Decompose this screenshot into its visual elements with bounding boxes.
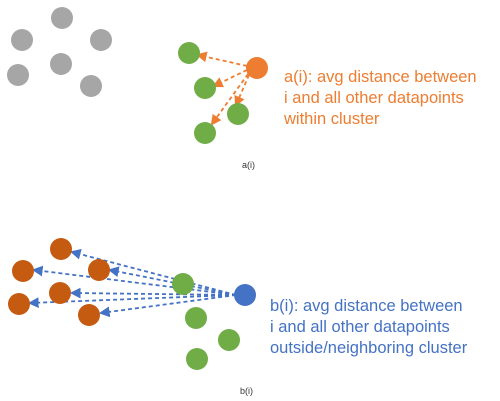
brown-point bbox=[12, 260, 34, 282]
green-point bbox=[178, 42, 200, 64]
green-point bbox=[194, 122, 216, 144]
a-i-line-1: a(i): avg distance between bbox=[284, 68, 477, 86]
gray-point bbox=[50, 53, 72, 75]
a-i-description: a(i): avg distance between i and all oth… bbox=[284, 67, 477, 130]
b-i-line-3: outside/neighboring cluster bbox=[270, 339, 468, 357]
brown-point bbox=[78, 304, 100, 326]
distance-arrow bbox=[234, 74, 250, 107]
a-i-caption: a(i) bbox=[242, 160, 255, 170]
distance-arrow bbox=[212, 69, 248, 88]
gray-cluster bbox=[7, 7, 112, 97]
distance-arrow bbox=[31, 265, 237, 296]
gray-point bbox=[7, 64, 29, 86]
green-point bbox=[227, 103, 249, 125]
distance-arrow bbox=[98, 294, 237, 318]
b-i-description: b(i): avg distance between i and all oth… bbox=[270, 296, 467, 359]
b-i-caption: b(i) bbox=[240, 386, 253, 396]
point-i-blue bbox=[234, 284, 256, 306]
green-cluster-b bbox=[172, 273, 240, 370]
b-i-line-1: b(i): avg distance between bbox=[270, 297, 463, 315]
distance-arrow bbox=[69, 287, 237, 299]
gray-point bbox=[90, 29, 112, 51]
gray-point bbox=[80, 75, 102, 97]
a-i-line-3: within cluster bbox=[284, 110, 380, 128]
green-point bbox=[194, 77, 216, 99]
a-i-line-2: i and all other datapoints bbox=[284, 89, 464, 107]
green-point bbox=[185, 307, 207, 329]
brown-point bbox=[50, 238, 72, 260]
gray-point bbox=[51, 7, 73, 29]
brown-point bbox=[49, 282, 71, 304]
b-i-line-2: i and all other datapoints bbox=[270, 318, 450, 336]
green-cluster-a bbox=[178, 42, 249, 144]
point-i-orange bbox=[246, 57, 268, 79]
brown-point bbox=[8, 293, 30, 315]
green-point bbox=[218, 329, 240, 351]
distance-arrow bbox=[210, 73, 249, 126]
green-point bbox=[172, 273, 194, 295]
distance-arrow bbox=[195, 51, 248, 67]
within-cluster-arrows bbox=[195, 51, 250, 126]
brown-point bbox=[88, 259, 110, 281]
green-point bbox=[186, 348, 208, 370]
gray-point bbox=[11, 29, 33, 51]
brown-neighbor-cluster bbox=[8, 238, 110, 326]
